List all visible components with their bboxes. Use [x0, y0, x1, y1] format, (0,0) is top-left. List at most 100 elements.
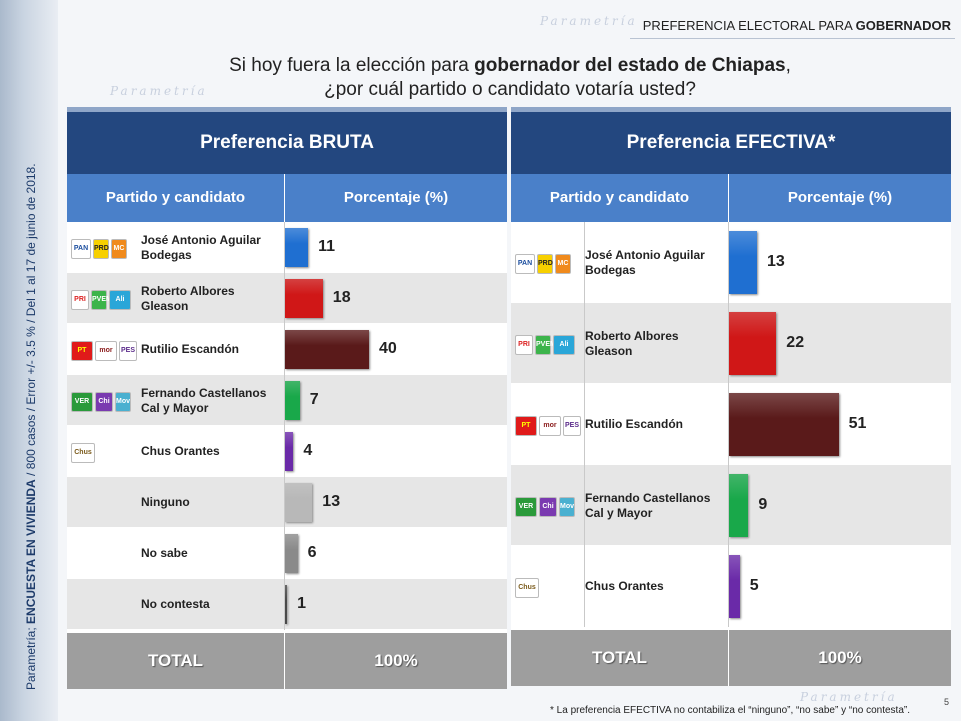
panel-top-accent	[67, 107, 507, 112]
question-suffix: ,	[785, 55, 791, 76]
bar	[285, 228, 309, 267]
morena-logo-icon: mor	[539, 415, 561, 436]
bar	[285, 330, 369, 369]
bar-value-label: 7	[309, 390, 319, 408]
panel-efectiva: Preferencia EFECTIVA* Partido y candidato…	[511, 107, 951, 686]
pri-logo-icon: PRI	[515, 334, 533, 355]
table-row	[511, 546, 951, 627]
bar-value-label: 5	[749, 576, 759, 594]
candidate-name: Rutilio Escandón	[585, 417, 684, 431]
question-prefix: Si hoy fuera la elección para	[229, 55, 475, 76]
party-logo-group: PT mor PES	[515, 415, 581, 436]
party-logo-group: Chus	[71, 442, 95, 463]
morena-logo-icon: mor	[95, 340, 117, 361]
survey-details: / 800 casos / Error +/- 3.5 % / Del 1 al…	[24, 163, 38, 480]
bar	[729, 474, 749, 537]
bar	[285, 534, 298, 573]
table-row	[67, 324, 507, 375]
header-divider	[630, 38, 955, 39]
total-label: TOTAL	[67, 633, 285, 689]
chus-logo-icon: Chus	[515, 577, 539, 598]
bar-value-label: 4	[303, 441, 313, 459]
verde-logo-icon: VER	[71, 391, 93, 412]
candidate-name: Fernando Castellanos Cal y Mayor	[141, 385, 267, 415]
table-row	[511, 222, 951, 303]
total-value: 100%	[729, 630, 951, 686]
bar	[729, 231, 757, 294]
column-divider	[728, 222, 729, 627]
sidebar-strip	[0, 0, 58, 721]
alianza-logo-icon: Ali	[553, 334, 575, 355]
question-line2: ¿por cuál partido o candidato votaría us…	[324, 79, 696, 100]
alianza-logo-icon: Ali	[109, 289, 131, 310]
total-label: TOTAL	[511, 630, 729, 686]
panel-title: Preferencia BRUTA	[67, 112, 507, 174]
candidate-name: Fernando Castellanos Cal y Mayor	[585, 490, 711, 520]
candidate-name: José Antonio Aguilar Bodegas	[585, 247, 705, 277]
pan-logo-icon: PAN	[71, 238, 91, 259]
survey-metadata: Parametría; ENCUESTA EN VIVIENDA / 800 c…	[24, 163, 38, 690]
party-logo-group: PT mor PES	[71, 340, 137, 361]
candidate-name: Roberto Albores Gleason	[585, 328, 679, 358]
candidate-name: Chus Orantes	[585, 579, 664, 593]
party-logo-group: Chus	[515, 577, 539, 598]
column-divider	[284, 222, 285, 630]
survey-question: Si hoy fuera la elección para gobernador…	[130, 54, 890, 102]
party-logo-group: PRI PVEM Ali	[515, 334, 575, 355]
bar-value-label: 13	[322, 492, 341, 510]
bar-value-label: 9	[758, 495, 768, 513]
pri-logo-icon: PRI	[71, 289, 89, 310]
watermark-text: Parametría	[800, 690, 898, 704]
footnote: * La preferencia EFECTIVA no contabiliza…	[550, 705, 911, 716]
section-tag-prefix: PREFERENCIA ELECTORAL PARA	[642, 18, 856, 33]
pan-logo-icon: PAN	[515, 253, 535, 274]
pvem-logo-icon: PVEM	[535, 334, 556, 355]
section-tag: PREFERENCIA ELECTORAL PARA GOBERNADOR	[643, 18, 951, 33]
total-value: 100%	[285, 633, 507, 689]
bar-value-label: 51	[848, 414, 867, 432]
party-logo-group: VER Chi Mov	[515, 496, 575, 517]
column-header-percent: Porcentaje (%)	[729, 174, 951, 222]
panel-title: Preferencia EFECTIVA*	[511, 112, 951, 174]
bar	[729, 393, 839, 456]
column-header-percent: Porcentaje (%)	[285, 174, 507, 222]
table-row	[511, 384, 951, 465]
chiapas-logo-icon: Chi	[539, 496, 557, 517]
table-row	[67, 222, 507, 273]
survey-source: Parametría;	[24, 623, 38, 690]
party-logo-group: PRI PVEM Ali	[71, 289, 131, 310]
watermark-text: Parametría	[540, 14, 638, 28]
bar	[729, 312, 777, 375]
bar	[285, 585, 288, 624]
page-number: 5	[943, 697, 949, 707]
section-tag-bold: GOBERNADOR	[855, 18, 951, 33]
panel-top-accent	[511, 107, 951, 112]
verde-logo-icon: VER	[515, 496, 537, 517]
bar-value-label: 11	[318, 237, 336, 255]
mover-logo-icon: Mov	[559, 496, 575, 517]
bar	[285, 483, 313, 522]
table-row	[67, 528, 507, 579]
bar	[285, 381, 300, 420]
pt-logo-icon: PT	[71, 340, 93, 361]
column-header-party: Partido y candidato	[67, 174, 285, 222]
candidate-name: Roberto Albores Gleason	[141, 283, 235, 313]
bar-value-label: 18	[332, 288, 351, 306]
candidate-name: No sabe	[141, 546, 188, 560]
candidate-name: Chus Orantes	[141, 444, 220, 458]
chiapas-logo-icon: Chi	[95, 391, 113, 412]
mc-logo-icon: MC	[111, 238, 127, 259]
bar-value-label: 13	[766, 252, 785, 270]
chus-logo-icon: Chus	[71, 442, 95, 463]
table-row	[67, 426, 507, 477]
bar-value-label: 40	[379, 339, 397, 357]
bar-value-label: 1	[297, 594, 306, 612]
candidate-name: No contesta	[141, 597, 210, 611]
pes-logo-icon: PES	[563, 415, 581, 436]
party-logo-group: PAN PRD MC	[515, 253, 571, 274]
mc-logo-icon: MC	[555, 253, 571, 274]
logo-divider	[584, 222, 585, 627]
candidate-name: Ninguno	[141, 495, 190, 509]
prd-logo-icon: PRD	[93, 238, 109, 259]
bar	[285, 432, 294, 471]
